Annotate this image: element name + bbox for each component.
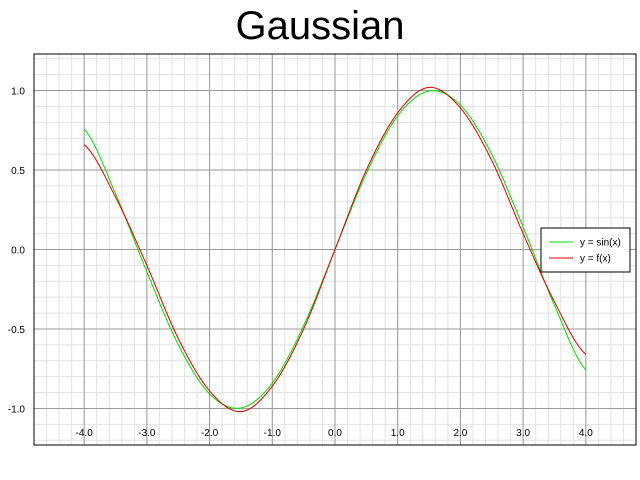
x-tick-label: -1.0 [264, 428, 282, 439]
y-tick-label: -1.0 [8, 404, 26, 415]
y-tick-label: -0.5 [8, 325, 26, 336]
tick-labels: -4.0 -3.0 -2.0 -1.0 0.0 1.0 2.0 3.0 4.0 -1.0 -0.5 0… [8, 87, 593, 439]
x-tick-label: -3.0 [138, 428, 156, 439]
y-tick-label: 0.5 [11, 166, 25, 177]
y-tick-label: 1.0 [11, 87, 25, 98]
legend: y = sin(x) y = f(x) [540, 227, 631, 273]
legend-box [540, 227, 631, 273]
legend-label: y = f(x) [580, 254, 611, 265]
x-tick-label: 0.0 [328, 428, 342, 439]
x-tick-label: 4.0 [579, 428, 593, 439]
plot-frame [33, 53, 637, 446]
x-tick-label: 2.0 [453, 428, 467, 439]
x-tick-label: -4.0 [76, 428, 94, 439]
x-tick-label: 3.0 [516, 428, 530, 439]
series-lines [83, 86, 587, 413]
x-tick-label: 1.0 [391, 428, 405, 439]
x-tick-label: -2.0 [201, 428, 219, 439]
series-line-f [83, 86, 587, 413]
legend-label: y = sin(x) [580, 238, 621, 249]
y-tick-label: 0.0 [11, 246, 25, 257]
chart-title: Gaussian [235, 4, 405, 48]
